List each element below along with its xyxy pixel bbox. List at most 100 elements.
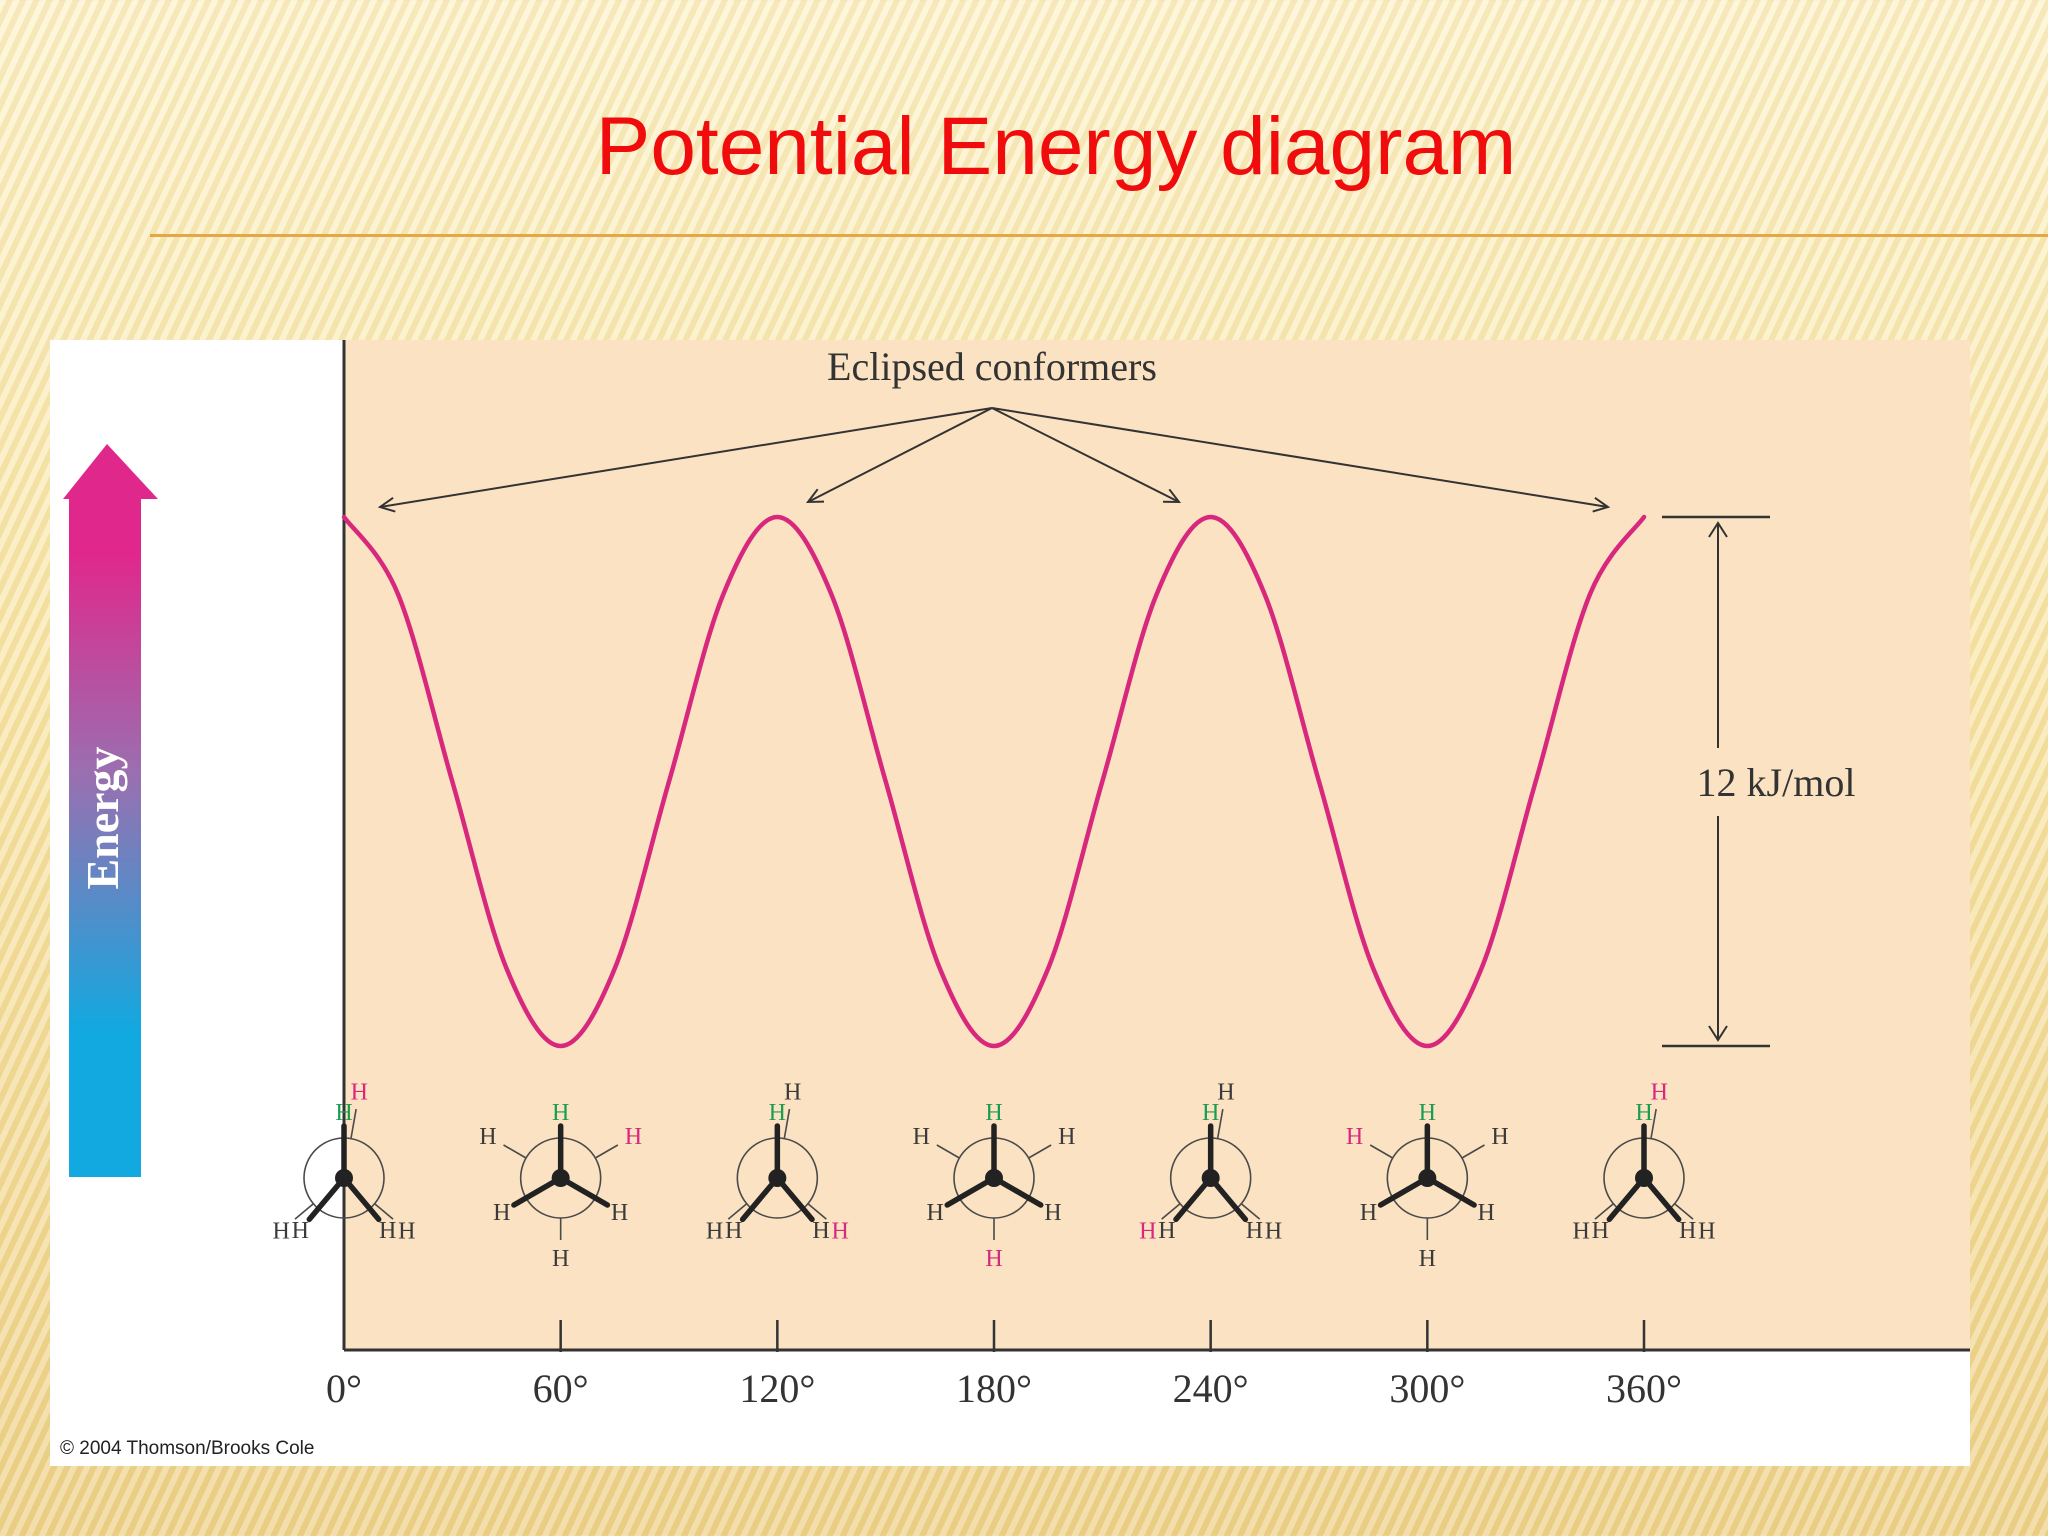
newman-back-h-label: H — [985, 1246, 1002, 1272]
energy-diagram-figure: Energy Eclipsed conformers 12 kJ/mol 0° 6… — [50, 340, 1970, 1466]
newman-back-h-label: H — [1058, 1124, 1075, 1150]
newman-front-carbon-dot — [335, 1169, 353, 1187]
newman-front-h-label: H — [985, 1100, 1002, 1126]
eclipsed-annotation: Eclipsed conformers — [377, 344, 1611, 513]
x-tick-label-5: 300° — [1389, 1366, 1465, 1411]
x-tick-label-6: 360° — [1606, 1366, 1682, 1411]
eclipsed-arrow-line-2 — [991, 407, 1180, 503]
newman-front-h-label: H — [335, 1100, 352, 1126]
eclipsed-arrowhead-0 — [377, 496, 396, 513]
newman-back-bond — [1161, 1203, 1181, 1220]
newman-back-bond — [1369, 1144, 1394, 1159]
newman-back-h-label: H — [479, 1124, 496, 1150]
newman-back-bond — [1240, 1203, 1261, 1220]
newman-back-h-label: H — [1139, 1219, 1156, 1245]
newman-back-h-label: H — [706, 1219, 723, 1245]
newman-back-h-label: H — [1217, 1079, 1234, 1105]
energy-curve-line — [341, 514, 1647, 1049]
barrier-label: 12 kJ/mol — [1697, 760, 1856, 805]
newman-front-h-label: H — [812, 1218, 829, 1244]
newman-back-bond — [294, 1203, 314, 1220]
energy-axis-label: Energy — [77, 746, 128, 889]
x-tick-label-2: 120° — [739, 1366, 815, 1411]
eclipsed-arrow-line-3 — [991, 407, 1609, 508]
newman-front-carbon-dot — [1201, 1169, 1220, 1187]
eclipsed-arrow-line-0 — [379, 407, 993, 508]
x-axis-ticks: 0° 60° 120° 180° 240° 300° 360° — [326, 1320, 1682, 1411]
newman-front-carbon-dot — [1635, 1169, 1653, 1187]
newman-front-h-label: H — [1246, 1218, 1263, 1244]
newman-back-bond — [594, 1144, 619, 1159]
newman-front-bond — [944, 1175, 997, 1208]
eclipsed-arrow-line-1 — [807, 407, 993, 503]
newman-back-h-label: H — [1573, 1219, 1590, 1245]
eclipsed-conformers-label: Eclipsed conformers — [827, 344, 1157, 389]
copyright-credit: © 2004 Thomson/Brooks Cole — [60, 1438, 314, 1459]
newman-front-h-label: H — [1044, 1200, 1061, 1226]
newman-front-carbon-dot — [768, 1169, 787, 1187]
barrier-arrowhead-down — [1708, 1025, 1728, 1042]
newman-projection-180: H H H H H H — [913, 1100, 1076, 1272]
newman-front-h-label: H — [552, 1100, 569, 1126]
newman-back-bond — [1594, 1203, 1614, 1220]
newman-back-bond — [807, 1203, 827, 1220]
newman-front-h-label: H — [1360, 1200, 1377, 1226]
newman-back-h-label: H — [1698, 1219, 1715, 1245]
slide-title: Potential Energy diagram — [595, 101, 1517, 192]
newman-back-bond — [1216, 1108, 1224, 1139]
newman-back-h-label: H — [831, 1219, 848, 1245]
newman-front-h-label: H — [1202, 1100, 1219, 1126]
eclipsed-arrowhead-3 — [1592, 496, 1611, 513]
newman-front-h-label: H — [611, 1200, 628, 1226]
newman-back-h-label: H — [1265, 1219, 1282, 1245]
barrier-arrowhead-up — [1708, 521, 1728, 538]
newman-back-bond — [503, 1144, 527, 1159]
newman-back-bond — [374, 1203, 394, 1220]
newman-front-h-label: H — [725, 1218, 742, 1244]
newman-back-h-label: H — [351, 1079, 368, 1105]
newman-back-bond — [1461, 1144, 1485, 1159]
newman-back-h-label: H — [398, 1219, 415, 1245]
barrier-annotation: 12 kJ/mol — [1662, 515, 1856, 1048]
newman-projection-60: H H H H H H — [479, 1100, 642, 1272]
newman-back-bond — [727, 1203, 748, 1220]
newman-back-h-label: H — [913, 1124, 930, 1150]
newman-back-h-label: H — [1491, 1124, 1508, 1150]
x-tick-label-0: 0° — [326, 1366, 362, 1411]
newman-front-bond — [306, 1175, 347, 1223]
newman-back-h-label: H — [552, 1246, 569, 1272]
newman-back-bond — [350, 1108, 357, 1139]
newman-projections: HHHHHHHHHHHHHHHHHHHHHHHHHHHHHHHHHHHHHHHH… — [273, 1079, 1716, 1272]
newman-front-h-label: H — [1419, 1100, 1436, 1126]
x-tick-label-1: 60° — [533, 1366, 589, 1411]
newman-back-bond — [936, 1144, 960, 1159]
eclipsed-arrowhead-2 — [1162, 488, 1182, 504]
newman-back-h-label: H — [625, 1124, 642, 1150]
newman-back-h-label: H — [1651, 1079, 1668, 1105]
energy-curve-group — [341, 514, 1647, 1049]
newman-back-h-label: H — [784, 1079, 801, 1105]
newman-front-h-label: H — [1158, 1218, 1175, 1244]
newman-back-bond — [1674, 1203, 1694, 1220]
newman-front-bond — [341, 1175, 382, 1223]
x-tick-label-4: 240° — [1173, 1366, 1249, 1411]
newman-back-h-label: H — [1346, 1124, 1363, 1150]
newman-back-h-label: H — [1419, 1246, 1436, 1272]
newman-front-bond — [991, 1175, 1044, 1208]
newman-front-bond — [1641, 1175, 1682, 1223]
newman-front-h-label: H — [1679, 1218, 1696, 1244]
newman-front-carbon-dot — [985, 1169, 1003, 1187]
newman-front-bond — [739, 1175, 781, 1223]
newman-projection-300: H H H H H H — [1346, 1100, 1509, 1272]
newman-front-carbon-dot — [1418, 1169, 1437, 1187]
newman-front-h-label: H — [926, 1200, 943, 1226]
newman-front-bond — [1606, 1175, 1647, 1223]
newman-back-bond — [1650, 1108, 1657, 1139]
newman-front-h-label: H — [1478, 1200, 1495, 1226]
newman-front-h-label: H — [1592, 1218, 1609, 1244]
newman-back-bond — [783, 1108, 791, 1139]
